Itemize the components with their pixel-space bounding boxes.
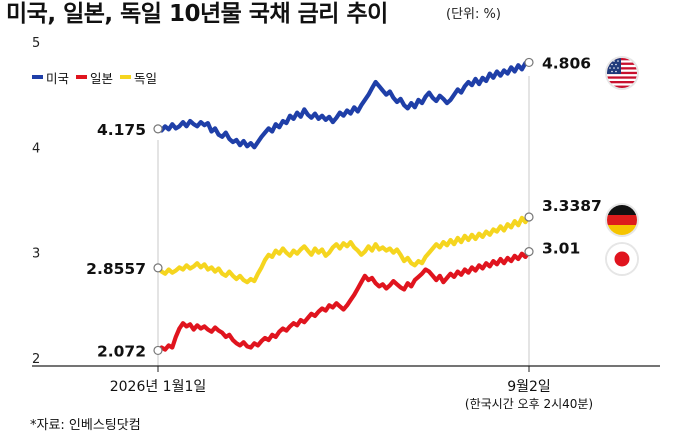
y-tick-label-1: 4: [32, 141, 40, 156]
series-line-germany: [155, 214, 532, 285]
legend-swatch-japan: [76, 75, 88, 79]
source-note: *자료: 인베스팅닷컴: [30, 418, 141, 433]
start-label-japan: 2.072: [97, 342, 146, 360]
end-label-us: 4.806: [542, 54, 591, 72]
end-point-us: [524, 57, 534, 68]
x-tick-sublabel-end: (한국시간 오후 2시40분): [465, 397, 593, 411]
legend-swatch-germany: [120, 75, 132, 79]
end-point-germany: [524, 212, 534, 222]
legend-label-germany: 독일: [134, 70, 158, 86]
end-label-germany: 3.3387: [542, 197, 602, 215]
germany-flag-icon: [607, 205, 637, 235]
japan-flag-icon: [607, 244, 637, 274]
start-label-germany: 2.8557: [86, 260, 146, 278]
chart-title: 미국, 일본, 독일 10년물 국채 금리 추이: [6, 1, 388, 27]
title-row: 미국, 일본, 독일 10년물 국채 금리 추이 (단위: %): [0, 0, 700, 27]
y-tick-label-3: 2: [32, 352, 40, 367]
start-point-japan: [153, 345, 163, 356]
x-tick-label-start: 2026년 1월1일: [110, 379, 207, 395]
us-flag-icon: [607, 58, 637, 88]
legend-item-us: 미국: [32, 68, 69, 87]
end-label-japan: 3.01: [542, 240, 580, 258]
end-point-japan: [524, 247, 534, 257]
y-tick-label-2: 3: [32, 247, 40, 262]
x-tick-label-end: 9월2일: [507, 379, 551, 395]
series-line-japan: [155, 249, 532, 353]
legend-item-japan: 일본: [76, 68, 113, 87]
legend-label-us: 미국: [46, 70, 70, 86]
series-line-us: [155, 60, 532, 150]
start-point-us: [153, 124, 163, 134]
legend-swatch-us: [32, 75, 43, 79]
legend-label-japan: 일본: [90, 70, 114, 86]
start-label-us: 4.175: [97, 121, 146, 139]
legend: 미국 일본 독일: [32, 68, 164, 86]
unit-label: (단위: %): [446, 7, 501, 22]
legend-item-germany: 독일: [120, 68, 157, 87]
start-point-germany: [153, 263, 163, 273]
y-tick-label-0: 5: [32, 36, 40, 51]
